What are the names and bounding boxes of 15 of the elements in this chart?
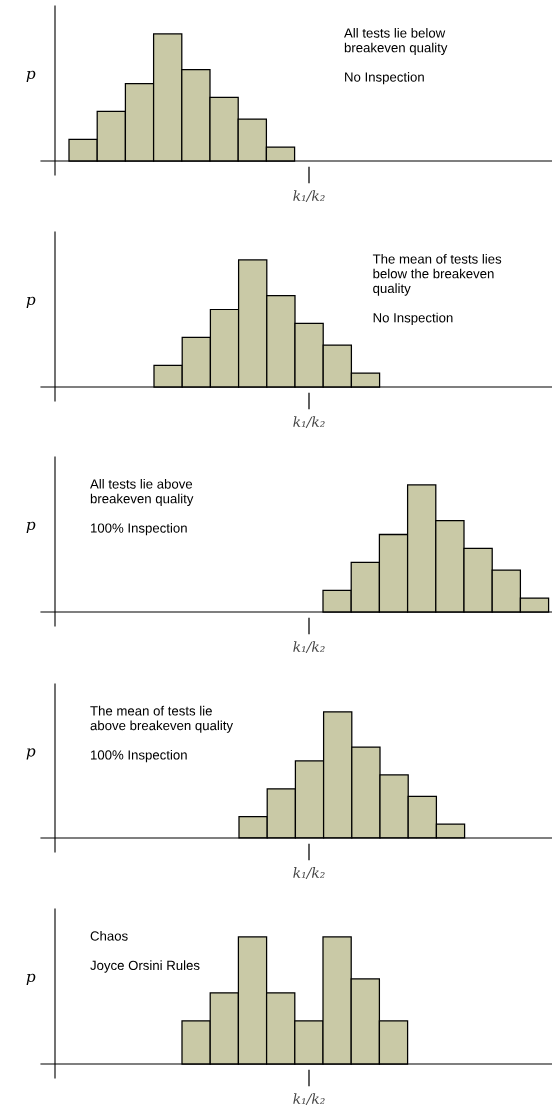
text: k₁/k₂ <box>293 1093 325 1106</box>
text: The mean of tests lie above breakeven quality 100% Inspection <box>90 705 234 763</box>
y-axis-title: p <box>26 748 36 760</box>
text: k₁/k₂ <box>293 416 325 429</box>
text: k₁/k₂ <box>293 867 325 879</box>
text: All tests lie below breakeven quality No Inspection <box>344 27 448 85</box>
y-axis-title: p <box>26 521 36 534</box>
y-axis-title: p <box>26 70 36 83</box>
text: The mean of tests lies below the breakeven quality No Inspection <box>372 253 502 326</box>
text: k₁/k₂ <box>293 641 325 654</box>
y-axis-title: p <box>26 973 36 986</box>
y-axis-title: p <box>26 296 36 309</box>
text: Chaos Joyce Orsini Rules <box>90 930 200 973</box>
text: k₁/k₂ <box>293 190 325 203</box>
text: All tests lie above breakeven quality 100% Inspection <box>90 478 194 536</box>
